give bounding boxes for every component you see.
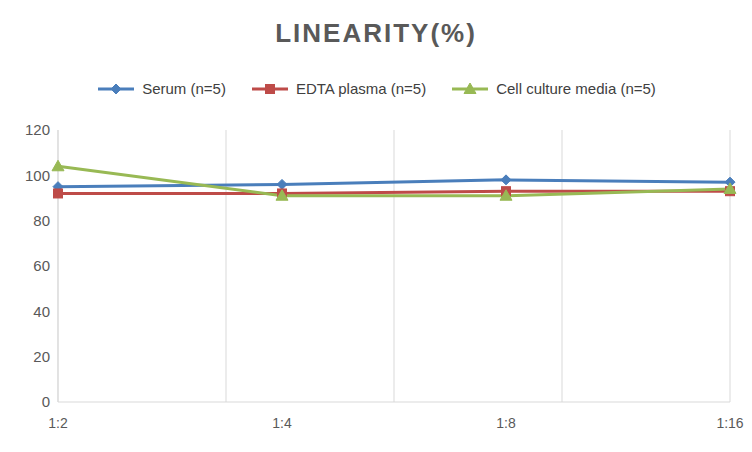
html-text:LINEARITY(%): LINEARITY(%) xyxy=(275,18,477,48)
svg-text:20: 20 xyxy=(33,348,50,365)
html-text:Cell culture media (n=5): Cell culture media (n=5) xyxy=(496,80,656,97)
svg-text:40: 40 xyxy=(33,303,50,320)
svg-text:80: 80 xyxy=(33,212,50,229)
html-text:Serum (n=5): Serum (n=5) xyxy=(142,80,226,97)
svg-text:1:8: 1:8 xyxy=(496,415,516,431)
svg-text:100: 100 xyxy=(25,167,50,184)
svg-text:60: 60 xyxy=(33,257,50,274)
svg-text:1:2: 1:2 xyxy=(48,415,68,431)
svg-text:120: 120 xyxy=(25,121,50,138)
html-text:EDTA plasma (n=5): EDTA plasma (n=5) xyxy=(296,80,427,97)
svg-text:1:16: 1:16 xyxy=(716,415,743,431)
svg-text:0: 0 xyxy=(42,393,50,410)
svg-text:1:4: 1:4 xyxy=(272,415,292,431)
